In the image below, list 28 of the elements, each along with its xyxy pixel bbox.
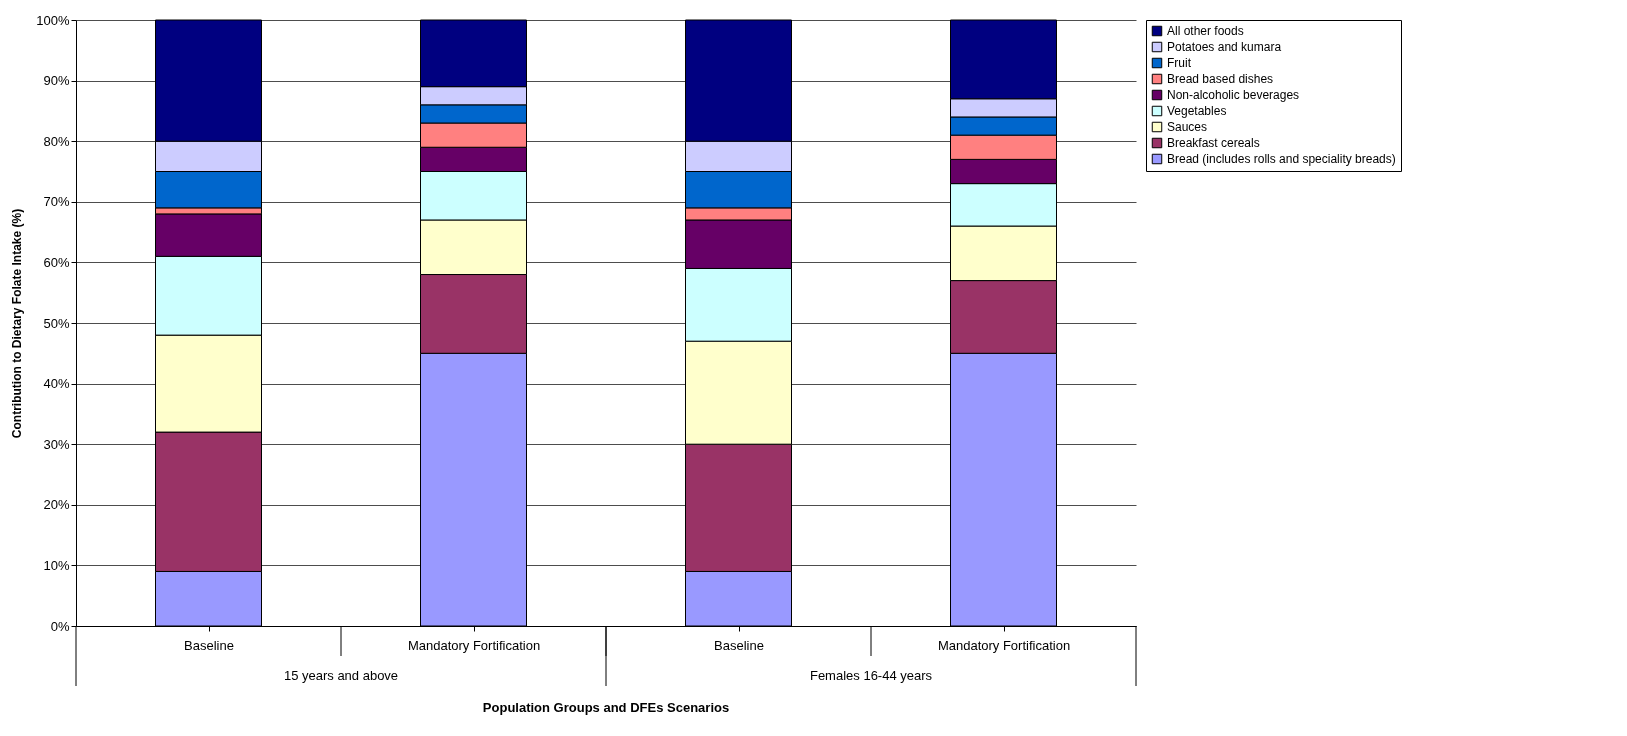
legend-label: Breakfast cereals — [1167, 136, 1260, 150]
legend-label: Fruit — [1167, 56, 1192, 70]
text: Females 16-44 years — [809, 668, 933, 683]
y-tick-label: 0% — [50, 618, 70, 634]
y-tick-label: 70% — [43, 194, 70, 210]
y-tick-label: 60% — [43, 254, 70, 270]
x-tick-label: Mandatory Fortification — [937, 637, 1071, 653]
y-tick-label: 20% — [43, 497, 70, 513]
y-tick-label: 100% — [36, 12, 70, 28]
y-tick-label: 30% — [43, 436, 70, 452]
y-tick-label: 40% — [43, 376, 70, 392]
text: 15 years and above — [283, 668, 399, 683]
y-tick-label: 50% — [43, 315, 70, 331]
legend-label: Non-alcoholic beverages — [1167, 88, 1300, 102]
y-tick-label: 10% — [43, 557, 70, 573]
y-axis-title: Contribution to Dietary Folate Intake (%) — [10, 208, 25, 439]
x-axis-title: Population Groups and DFEs Scenarios — [482, 700, 730, 715]
x-tick-label: Mandatory Fortification — [407, 637, 541, 653]
legend-label: Bread (includes rolls and speciality breads) — [1167, 152, 1396, 166]
legend-label: Vegetables — [1167, 104, 1227, 118]
x-tick-label: Baseline — [184, 637, 234, 653]
y-tick-label: 80% — [43, 133, 70, 149]
legend-label: All other foods — [1167, 24, 1244, 38]
x-tick-label: Baseline — [714, 637, 764, 653]
legend-label: Bread based dishes — [1167, 72, 1274, 86]
legend-label: Sauces — [1167, 120, 1208, 134]
legend-label: Potatoes and kumara — [1167, 40, 1282, 54]
y-tick-label: 90% — [43, 73, 70, 89]
